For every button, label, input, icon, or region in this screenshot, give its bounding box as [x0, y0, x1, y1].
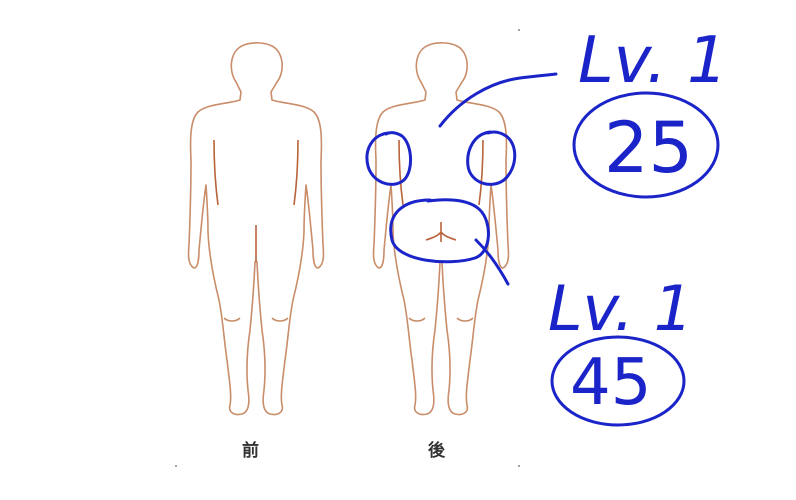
handwritten-annotations — [365, 72, 720, 427]
back-gluteal-line — [425, 222, 457, 242]
front-body-outline — [187, 42, 325, 416]
lower-score-circle — [550, 335, 686, 427]
lower-pointer-line — [474, 238, 510, 286]
frame-corner-dots — [175, 29, 520, 467]
back-right-arm-line — [478, 139, 484, 206]
left-elbow-circle — [365, 131, 412, 186]
back-left-arm-line — [398, 139, 404, 206]
back-right-knee — [456, 317, 474, 322]
back-body-outline — [372, 42, 510, 416]
lower-score-value: 45 — [570, 346, 651, 420]
lumbar-buttock-circle — [389, 198, 490, 264]
back-body-figure — [372, 42, 510, 416]
upper-level-label: Lv. 1 — [578, 24, 728, 98]
right-elbow-circle — [466, 130, 517, 186]
front-left-arm-line — [213, 139, 219, 206]
upper-pointer-line — [438, 72, 558, 128]
front-right-arm-line — [293, 139, 299, 206]
front-right-knee — [271, 317, 289, 322]
upper-score-circle — [572, 91, 720, 199]
front-left-knee — [223, 317, 241, 322]
back-view-label: 後 — [428, 441, 445, 461]
lower-level-label: Lv. 1 — [548, 272, 693, 345]
front-body-figure — [187, 42, 325, 416]
front-view-label: 前 — [242, 441, 259, 461]
back-left-knee — [408, 317, 426, 322]
upper-score-value: 25 — [604, 107, 693, 189]
